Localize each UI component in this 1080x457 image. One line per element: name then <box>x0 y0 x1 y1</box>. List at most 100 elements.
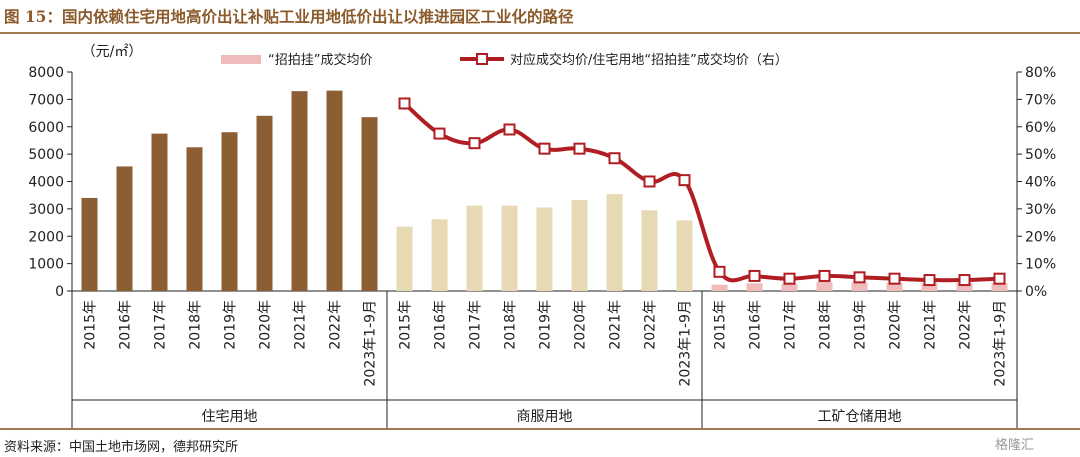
x-tick-label: 2021年 <box>923 300 939 350</box>
bar <box>501 205 518 291</box>
legend: “招拍挂”成交均价 对应成交均价/住宅用地“招拍挂”成交均价（右） <box>221 52 788 68</box>
bar <box>361 117 378 291</box>
y-tick-label-right: 50% <box>1025 147 1056 163</box>
y-tick-label-right: 20% <box>1025 229 1056 245</box>
bars <box>81 90 1008 292</box>
bar <box>711 284 728 291</box>
ratio-point <box>468 137 481 150</box>
ratio-point <box>678 174 691 187</box>
bar <box>81 197 98 291</box>
y-tick-label-left: 5000 <box>28 147 64 163</box>
x-tick-label: 2016年 <box>433 300 449 350</box>
bar <box>151 133 168 291</box>
bar <box>921 283 938 291</box>
y-tick-label-left: 8000 <box>28 65 64 81</box>
ratio-point <box>993 272 1006 285</box>
bar <box>116 166 133 291</box>
ratio-point <box>433 127 446 140</box>
x-tick-label: 2022年 <box>328 300 344 350</box>
bar <box>851 282 868 291</box>
bottom-rule <box>0 428 1080 430</box>
bar <box>221 132 238 291</box>
bar <box>396 226 413 291</box>
ratio-point <box>398 97 411 110</box>
y-tick-label-left: 1000 <box>28 257 64 273</box>
y-tick-label-left: 0 <box>55 284 64 300</box>
x-tick-label: 2020年 <box>573 300 589 350</box>
x-tick-label: 2019年 <box>853 300 869 350</box>
group-label: 商服用地 <box>517 409 573 425</box>
y-tick-label-right: 70% <box>1025 92 1056 108</box>
x-tick-label: 2021年 <box>293 300 309 350</box>
x-tick-label: 2016年 <box>118 300 134 350</box>
ratio-point <box>538 142 551 155</box>
x-tick-label: 2015年 <box>83 300 99 350</box>
y-tick-label-left: 7000 <box>28 92 64 108</box>
bar <box>606 194 623 291</box>
x-tick-label: 2015年 <box>398 300 414 350</box>
bar <box>571 200 588 291</box>
ratio-point <box>643 175 656 188</box>
y-tick-label-right: 10% <box>1025 257 1056 273</box>
ratio-point <box>748 269 761 282</box>
x-tick-label: 2018年 <box>503 300 519 350</box>
x-tick-label: 2018年 <box>188 300 204 350</box>
x-tick-label: 2017年 <box>468 300 484 350</box>
bar <box>431 219 448 291</box>
bar <box>466 205 483 291</box>
bar <box>326 90 343 292</box>
ratio-point <box>783 272 796 285</box>
y-tick-label-right: 60% <box>1025 120 1056 136</box>
x-tick-label: 2021年 <box>608 300 624 350</box>
source-note: 资料来源：中国土地市场网，德邦研究所 <box>4 440 239 455</box>
x-tick-label: 2017年 <box>783 300 799 350</box>
x-tick-label: 2017年 <box>153 300 169 350</box>
y-tick-label-left: 2000 <box>28 229 64 245</box>
ratio-point <box>713 265 726 278</box>
x-tick-label: 2023年1-9月 <box>678 300 694 387</box>
legend-line-label: 对应成交均价/住宅用地“招拍挂”成交均价（右） <box>510 52 788 68</box>
x-tick-label: 2015年 <box>713 300 729 350</box>
bar <box>641 210 658 291</box>
bar <box>886 282 903 291</box>
y-tick-label-left: 3000 <box>28 202 64 218</box>
y-tick-label-right: 0% <box>1025 284 1047 300</box>
bar <box>536 207 553 291</box>
x-tick-label: 2020年 <box>258 300 274 350</box>
y-unit-label: （元/㎡） <box>82 44 143 60</box>
bar <box>746 283 763 291</box>
legend-bar-swatch <box>221 55 261 64</box>
watermark: 格隆汇 <box>995 438 1035 453</box>
ratio-line <box>398 97 1006 287</box>
bar <box>186 147 203 291</box>
group-label: 工矿仓储用地 <box>818 409 902 425</box>
bar <box>991 282 1008 291</box>
y-tick-label-left: 6000 <box>28 120 64 136</box>
bar <box>676 220 693 291</box>
y-tick-label-left: 4000 <box>28 175 64 191</box>
bar <box>256 115 273 291</box>
x-tick-label: 2018年 <box>818 300 834 350</box>
y-tick-label-right: 30% <box>1025 202 1056 218</box>
ratio-point <box>853 271 866 284</box>
ratio-point <box>503 123 516 136</box>
y-tick-label-right: 80% <box>1025 65 1056 81</box>
x-tick-label: 2023年1-9月 <box>993 300 1009 387</box>
ratio-point <box>888 272 901 285</box>
ratio-line-path <box>403 101 1000 283</box>
x-tick-label: 2022年 <box>958 300 974 350</box>
x-tick-label: 2022年 <box>643 300 659 350</box>
ratio-point <box>923 274 936 287</box>
x-tick-label: 2023年1-9月 <box>363 300 379 387</box>
x-axis-labels: 2015年 2016年 2017年 2018年 2019年 2020年 2021年 2022年… <box>71 291 1018 428</box>
bar <box>956 283 973 291</box>
x-tick-label: 2019年 <box>223 300 239 350</box>
x-tick-label: 2019年 <box>538 300 554 350</box>
bar <box>781 283 798 291</box>
bar <box>816 281 833 291</box>
ratio-point <box>958 274 971 287</box>
x-tick-label: 2016年 <box>748 300 764 350</box>
title-bar: 图 15：国内依赖住宅用地高价出让补贴工业用地低价出让以推进园区工业化的路径 <box>0 0 1080 34</box>
figure-title: 图 15：国内依赖住宅用地高价出让补贴工业用地低价出让以推进园区工业化的路径 <box>4 7 574 26</box>
ratio-point <box>608 152 621 165</box>
